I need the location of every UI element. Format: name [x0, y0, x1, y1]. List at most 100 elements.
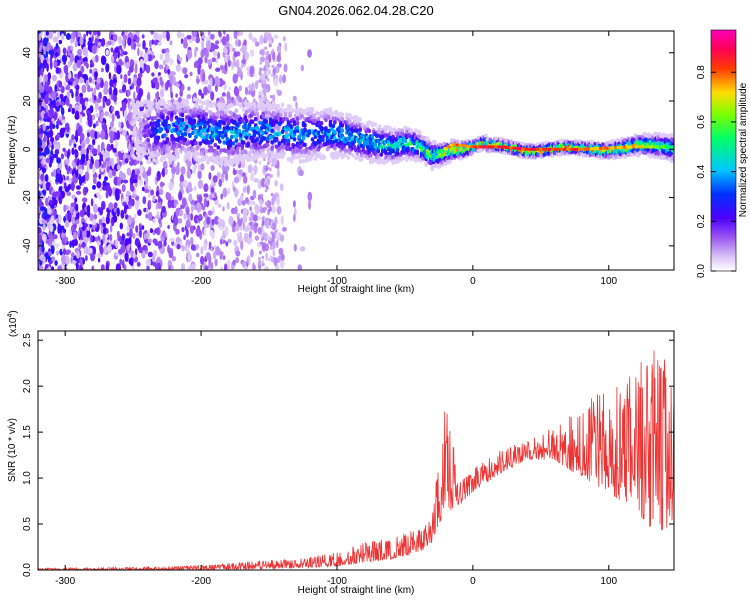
spectrogram-cell	[200, 246, 204, 255]
spectrogram-cell	[250, 225, 255, 230]
spectrogram-cell	[54, 260, 58, 266]
spectrogram-cell	[83, 139, 87, 144]
spectrogram-cell	[102, 123, 107, 132]
spectrogram-cell	[180, 263, 186, 270]
spectrogram-cell	[315, 111, 319, 116]
spectrogram-cell	[265, 245, 269, 249]
spectrogram-cell	[235, 250, 241, 257]
spectrogram-cell	[170, 265, 174, 270]
spectrogram-cell	[157, 41, 162, 46]
spectrogram-cell	[153, 249, 158, 258]
spectrogram-cell	[101, 56, 107, 65]
spectrogram-cell	[93, 213, 98, 220]
spectrogram-cell	[298, 159, 303, 164]
spectrogram-cell	[253, 116, 258, 122]
spectrogram-cell	[219, 238, 223, 245]
spectrogram-cell	[42, 156, 46, 166]
spectrogram-cell	[187, 86, 191, 91]
spectrogram-cell	[239, 136, 243, 141]
spectrogram-cell	[133, 34, 138, 41]
spectrogram-cell	[182, 179, 188, 188]
spectrogram-cell	[260, 237, 264, 241]
spectrogram-cell	[203, 86, 208, 96]
spectrogram-cell	[38, 105, 42, 112]
spectrogram-cell	[272, 250, 276, 257]
spectrogram-cell	[185, 98, 189, 104]
spectrogram-cell	[269, 44, 272, 48]
spectrogram-cell	[259, 200, 262, 204]
spectrogram-cell	[131, 98, 135, 104]
spectrogram-cell	[132, 233, 136, 240]
spectrogram-cell	[146, 170, 152, 176]
spectrogram-cell	[109, 224, 113, 233]
spectrogram-cell	[167, 111, 171, 116]
spectrogram-cell	[77, 48, 82, 57]
spectrogram-cell	[54, 143, 60, 151]
spectrogram-cell	[84, 187, 89, 194]
spectrogram-cell	[63, 81, 67, 88]
spectrogram-cell	[258, 206, 262, 210]
spectrogram-cell	[161, 230, 166, 239]
spectrogram-cell	[129, 228, 133, 239]
spectrogram-cell	[141, 141, 146, 147]
spectrogram-cell	[113, 87, 118, 97]
spectrogram-cell	[181, 244, 186, 252]
spectrogram-cell	[66, 91, 71, 98]
spectrogram-cell	[260, 217, 264, 221]
spectrogram-cell	[138, 133, 143, 138]
spectrogram-cell	[56, 217, 59, 224]
spectrogram-cell	[44, 74, 48, 82]
spectrogram-cell	[41, 244, 45, 253]
spectrogram-cell	[45, 239, 51, 244]
spectrogram-cell	[156, 135, 161, 140]
spectrogram-cell	[123, 204, 127, 215]
spectrogram-cell	[90, 234, 93, 242]
spectrogram-cell	[92, 138, 96, 146]
spectrogram-cell	[233, 51, 238, 58]
spectrogram-cell	[268, 135, 273, 140]
spectrogram-cell	[61, 54, 68, 63]
spectrogram-cell	[183, 213, 187, 220]
spectrogram-cell	[249, 66, 252, 76]
spectrogram-cell	[64, 236, 68, 244]
spectrogram-cell	[236, 146, 240, 151]
spectrogram-cell	[62, 228, 67, 234]
spectrogram-cell	[207, 31, 211, 36]
spectrogram-cell	[266, 186, 269, 190]
spectrogram-cell	[81, 84, 87, 94]
spectrogram-cell	[261, 242, 265, 246]
spectrogram-cell	[141, 225, 145, 230]
spectrogram-cell	[150, 101, 155, 107]
spectrogram-cell	[60, 153, 64, 160]
spectrogram-cell	[134, 201, 139, 211]
spectrogram-cell	[189, 71, 193, 77]
spectrogram-cell	[102, 233, 105, 243]
spectrogram-cell	[387, 156, 391, 161]
spectrogram-cell	[178, 209, 184, 217]
spectrogram-cell	[198, 89, 203, 96]
spectrogram-cell	[115, 252, 120, 257]
spectrogram-cell	[84, 100, 89, 107]
spectrogram-cell	[126, 167, 132, 176]
spectrogram-cell	[484, 133, 488, 138]
spectrogram-cell	[250, 248, 254, 258]
spectrogram-cell	[49, 156, 53, 164]
spectrogram-cell	[247, 108, 252, 114]
spectrogram-cell	[264, 110, 269, 115]
spectrogram-cell	[137, 47, 140, 57]
spectrogram-cell	[73, 239, 78, 246]
spectrogram-cell	[38, 82, 43, 91]
spectrogram-cell	[389, 127, 394, 133]
spectrogram-cell	[223, 46, 227, 53]
spectrogram-cell	[227, 187, 231, 195]
spectrogram-cell	[261, 130, 266, 135]
spectrogram-cell	[327, 132, 331, 137]
spectrogram-cell	[259, 79, 262, 83]
spectrogram-cell	[394, 137, 399, 142]
spectrogram-cell	[200, 163, 205, 171]
spectrogram-cell	[170, 112, 174, 118]
spectrogram-cell	[276, 104, 280, 109]
spectrogram-cell	[270, 140, 275, 145]
spectrogram-cell	[177, 117, 182, 122]
spectrogram-cell	[327, 144, 331, 150]
